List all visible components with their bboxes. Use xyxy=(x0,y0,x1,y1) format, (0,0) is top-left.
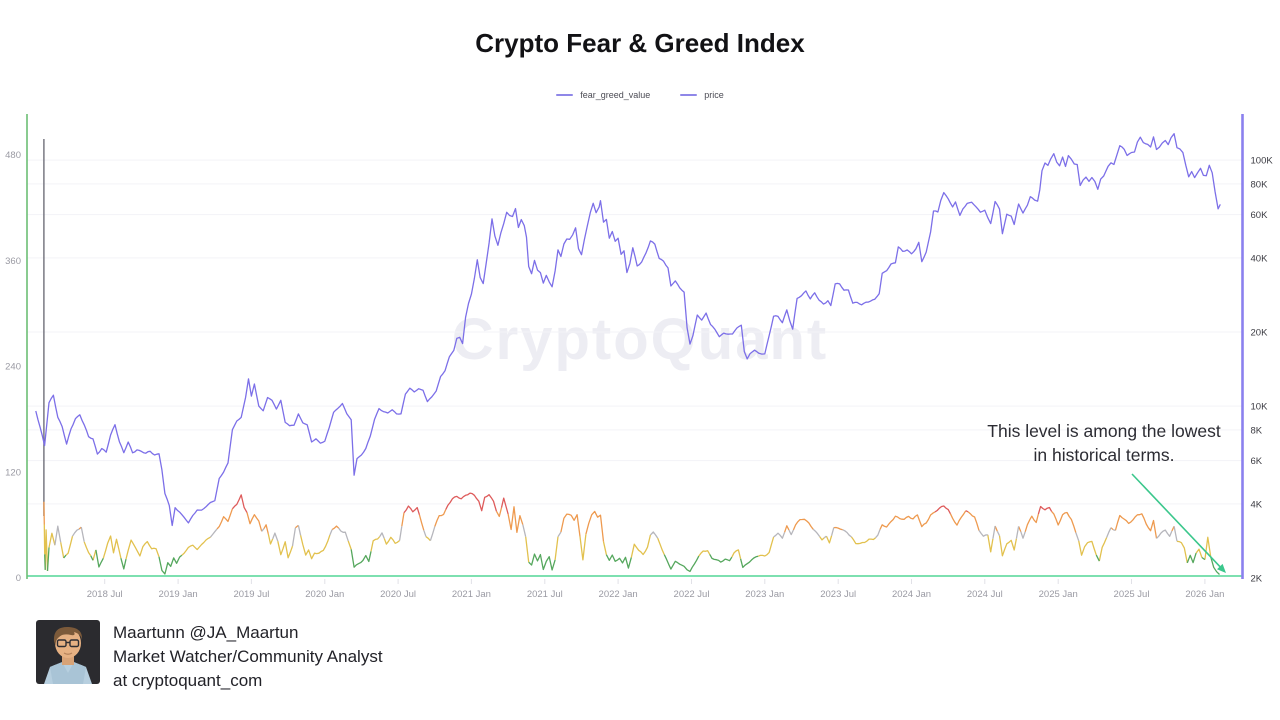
x-axis-tick-label: 2020 Jul xyxy=(380,589,416,600)
x-axis-tick-label: 2025 Jul xyxy=(1114,589,1150,600)
legend-label-fear-greed: fear_greed_value xyxy=(580,90,651,100)
annotation-text: This level is among the lowest in histor… xyxy=(968,419,1240,467)
x-axis-tick-label: 2022 Jan xyxy=(599,589,638,600)
x-axis-tick-label: 2024 Jul xyxy=(967,589,1003,600)
left-axis-tick-label: 480 xyxy=(5,150,21,161)
right-axis-tick-label: 2K xyxy=(1251,574,1263,585)
legend-item-fear-greed[interactable]: fear_greed_value xyxy=(556,90,650,100)
avatar-illustration-icon xyxy=(36,620,100,684)
watermark-text: CryptoQuant xyxy=(0,306,1280,373)
x-axis-tick-label: 2021 Jan xyxy=(452,589,491,600)
right-axis-tick-label: 60K xyxy=(1251,210,1269,221)
x-axis-tick-label: 2019 Jul xyxy=(233,589,269,600)
fear-greed-line-segment xyxy=(231,492,1053,515)
fear-greed-line-segment xyxy=(44,547,1220,575)
chart-legend: fear_greed_value price xyxy=(0,90,1280,100)
legend-item-price[interactable]: price xyxy=(680,90,724,100)
fear-greed-line-segment xyxy=(54,524,1178,547)
author-text: Maartunn @JA_Maartun Market Watcher/Comm… xyxy=(113,620,383,693)
x-axis-tick-label: 2022 Jul xyxy=(674,589,710,600)
x-axis-tick-label: 2023 Jan xyxy=(745,589,784,600)
chart-title: Crypto Fear & Greed Index xyxy=(475,28,805,58)
legend-swatch-fear-greed-icon xyxy=(556,94,574,96)
x-axis-tick-label: 2024 Jan xyxy=(892,589,931,600)
price-line xyxy=(35,133,1221,527)
right-axis-tick-label: 80K xyxy=(1251,179,1269,190)
footer-name: Maartunn @JA_Maartun xyxy=(113,623,299,642)
right-axis-tick-label: 10K xyxy=(1251,402,1269,413)
x-axis-tick-label: 2026 Jan xyxy=(1185,589,1224,600)
x-axis-tick-label: 2021 Jul xyxy=(527,589,563,600)
x-axis-tick-label: 2018 Jul xyxy=(87,589,123,600)
x-axis-tick-label: 2023 Jul xyxy=(820,589,856,600)
author-card: Maartunn @JA_Maartun Market Watcher/Comm… xyxy=(36,620,383,693)
annotation-line1: This level is among the lowest xyxy=(987,421,1221,441)
right-axis-tick-label: 4K xyxy=(1251,499,1263,510)
annotation-arrow xyxy=(1131,473,1221,568)
avatar xyxy=(36,620,100,684)
left-axis-tick-label: 120 xyxy=(5,467,21,478)
annotation-line2: in historical terms. xyxy=(1033,445,1175,465)
footer-org: at cryptoquant_com xyxy=(113,671,263,690)
legend-label-price: price xyxy=(704,90,724,100)
right-axis-tick-label: 8K xyxy=(1251,425,1263,436)
x-axis-tick-label: 2019 Jan xyxy=(159,589,198,600)
annotation-arrowhead-icon xyxy=(1217,563,1226,573)
right-axis-tick-label: 100K xyxy=(1251,156,1274,167)
x-axis-tick-label: 2020 Jan xyxy=(305,589,344,600)
right-axis-tick-label: 20K xyxy=(1251,328,1269,339)
legend-swatch-price-icon xyxy=(680,94,698,96)
x-axis-tick-label: 2025 Jan xyxy=(1039,589,1078,600)
right-axis-tick-label: 40K xyxy=(1251,253,1269,264)
right-axis-tick-label: 6K xyxy=(1251,456,1263,467)
fear-greed-line-segment xyxy=(43,501,1175,542)
left-axis-tick-label: 0 xyxy=(16,573,21,584)
fear-greed-line-segment xyxy=(43,524,1212,572)
footer-role: Market Watcher/Community Analyst xyxy=(113,647,383,666)
left-axis-tick-label: 240 xyxy=(5,362,21,373)
left-axis-tick-label: 360 xyxy=(5,256,21,267)
